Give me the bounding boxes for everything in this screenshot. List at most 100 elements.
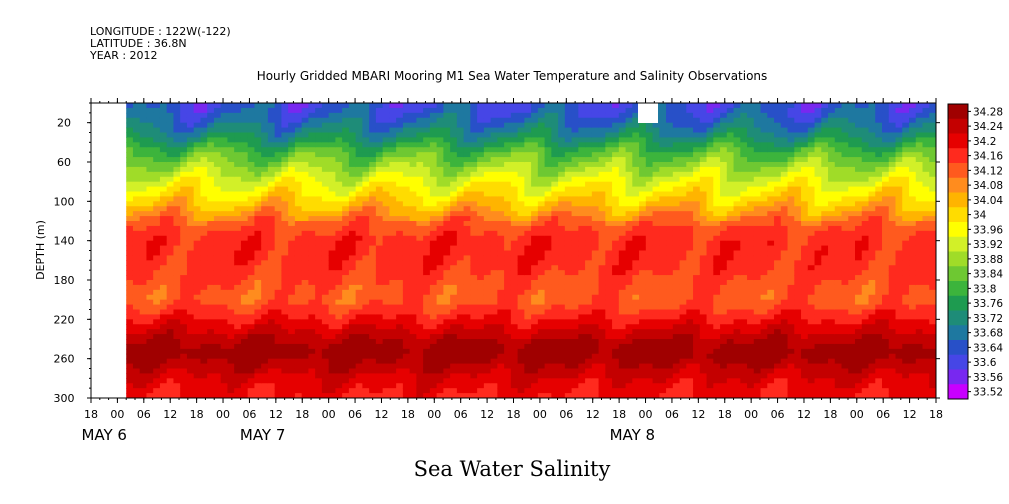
heatmap-cell bbox=[618, 343, 627, 350]
heatmap-cell bbox=[436, 270, 444, 276]
heatmap-cell bbox=[578, 358, 586, 365]
heatmap-cell bbox=[618, 235, 627, 242]
heatmap-cell bbox=[294, 319, 303, 325]
heatmap-cell bbox=[436, 211, 444, 217]
heatmap-cell bbox=[531, 299, 539, 306]
heatmap-cell bbox=[220, 358, 229, 365]
heatmap-cell bbox=[267, 284, 276, 291]
heatmap-cell bbox=[625, 353, 633, 360]
heatmap-cell bbox=[294, 142, 303, 148]
heatmap-cell bbox=[335, 216, 343, 222]
heatmap-cell bbox=[220, 245, 229, 252]
heatmap-cell bbox=[605, 162, 613, 168]
heatmap-cell bbox=[679, 343, 687, 350]
heatmap-cell bbox=[477, 245, 485, 252]
heatmap-cell bbox=[443, 122, 451, 129]
heatmap-cell bbox=[456, 176, 465, 183]
heatmap-cell bbox=[227, 196, 235, 202]
heatmap-cell bbox=[429, 324, 438, 330]
heatmap-cell bbox=[240, 294, 249, 301]
heatmap-cell bbox=[207, 339, 215, 345]
heatmap-cell bbox=[173, 206, 181, 212]
heatmap-cell bbox=[679, 314, 687, 320]
heatmap-cell bbox=[571, 230, 579, 237]
heatmap-cell bbox=[605, 166, 613, 173]
heatmap-cell bbox=[531, 358, 539, 365]
heatmap-cell bbox=[348, 368, 357, 375]
heatmap-cell bbox=[281, 107, 289, 114]
heatmap-cell bbox=[423, 358, 431, 365]
heatmap-cell bbox=[612, 152, 620, 158]
heatmap-cell bbox=[537, 117, 546, 124]
heatmap-cell bbox=[564, 230, 573, 237]
heatmap-cell bbox=[564, 240, 573, 247]
heatmap-cell bbox=[382, 176, 390, 183]
heatmap-cell bbox=[558, 122, 566, 129]
heatmap-cell bbox=[328, 196, 337, 202]
heatmap-cell bbox=[531, 388, 539, 394]
heatmap-cell bbox=[321, 117, 330, 124]
heatmap-cell bbox=[389, 348, 397, 355]
heatmap-cell bbox=[510, 250, 519, 257]
heatmap-cell bbox=[220, 142, 229, 148]
heatmap-cell bbox=[159, 270, 168, 276]
heatmap-cell bbox=[450, 206, 458, 212]
heatmap-cell bbox=[477, 201, 485, 207]
heatmap-cell bbox=[477, 339, 485, 345]
heatmap-cell bbox=[585, 250, 593, 257]
heatmap-cell bbox=[659, 324, 667, 330]
heatmap-cell bbox=[679, 299, 687, 306]
heatmap-cell bbox=[524, 289, 532, 296]
heatmap-cell bbox=[551, 181, 559, 188]
heatmap-cell bbox=[524, 186, 532, 193]
heatmap-cell bbox=[193, 358, 202, 365]
heatmap-cell bbox=[355, 137, 363, 143]
heatmap-cell bbox=[632, 225, 640, 232]
heatmap-cell bbox=[429, 176, 438, 183]
heatmap-cell bbox=[294, 353, 303, 360]
heatmap-cell bbox=[301, 206, 310, 212]
heatmap-cell bbox=[315, 334, 323, 340]
heatmap-cell bbox=[483, 201, 492, 207]
heatmap-cell bbox=[247, 127, 256, 134]
heatmap-cell bbox=[254, 191, 262, 198]
heatmap-cell bbox=[477, 343, 485, 350]
heatmap-cell bbox=[639, 348, 647, 355]
heatmap-cell bbox=[585, 235, 593, 242]
heatmap-cell bbox=[227, 171, 235, 178]
heatmap-cell bbox=[497, 378, 505, 384]
heatmap-cell bbox=[456, 294, 465, 301]
heatmap-cell bbox=[477, 289, 485, 296]
heatmap-cell bbox=[213, 103, 222, 109]
heatmap-cell bbox=[659, 240, 667, 247]
heatmap-cell bbox=[166, 206, 175, 212]
heatmap-cell bbox=[362, 378, 370, 384]
heatmap-cell bbox=[227, 162, 235, 168]
heatmap-cell bbox=[200, 339, 208, 345]
heatmap-cell bbox=[443, 240, 451, 247]
heatmap-cell bbox=[612, 260, 620, 266]
heatmap-cell bbox=[213, 206, 222, 212]
heatmap-cell bbox=[315, 314, 323, 320]
heatmap-cell bbox=[186, 127, 195, 134]
heatmap-cell bbox=[328, 230, 337, 237]
heatmap-cell bbox=[551, 235, 559, 242]
heatmap-cell bbox=[490, 211, 498, 217]
heatmap-cell bbox=[207, 230, 215, 237]
heatmap-cell bbox=[328, 284, 337, 291]
heatmap-cell bbox=[409, 363, 417, 370]
heatmap-cell bbox=[342, 309, 350, 316]
heatmap-cell bbox=[524, 127, 532, 134]
heatmap-cell bbox=[612, 339, 620, 345]
heatmap-cell bbox=[159, 132, 168, 139]
heatmap-cell bbox=[132, 383, 141, 389]
heatmap-cell bbox=[429, 299, 438, 306]
heatmap-cell bbox=[132, 240, 141, 247]
heatmap-cell bbox=[335, 166, 343, 173]
heatmap-cell bbox=[362, 383, 370, 389]
heatmap-cell bbox=[625, 314, 633, 320]
heatmap-cell bbox=[132, 103, 141, 109]
heatmap-cell bbox=[558, 171, 566, 178]
heatmap-cell bbox=[585, 348, 593, 355]
heatmap-cell bbox=[389, 171, 397, 178]
